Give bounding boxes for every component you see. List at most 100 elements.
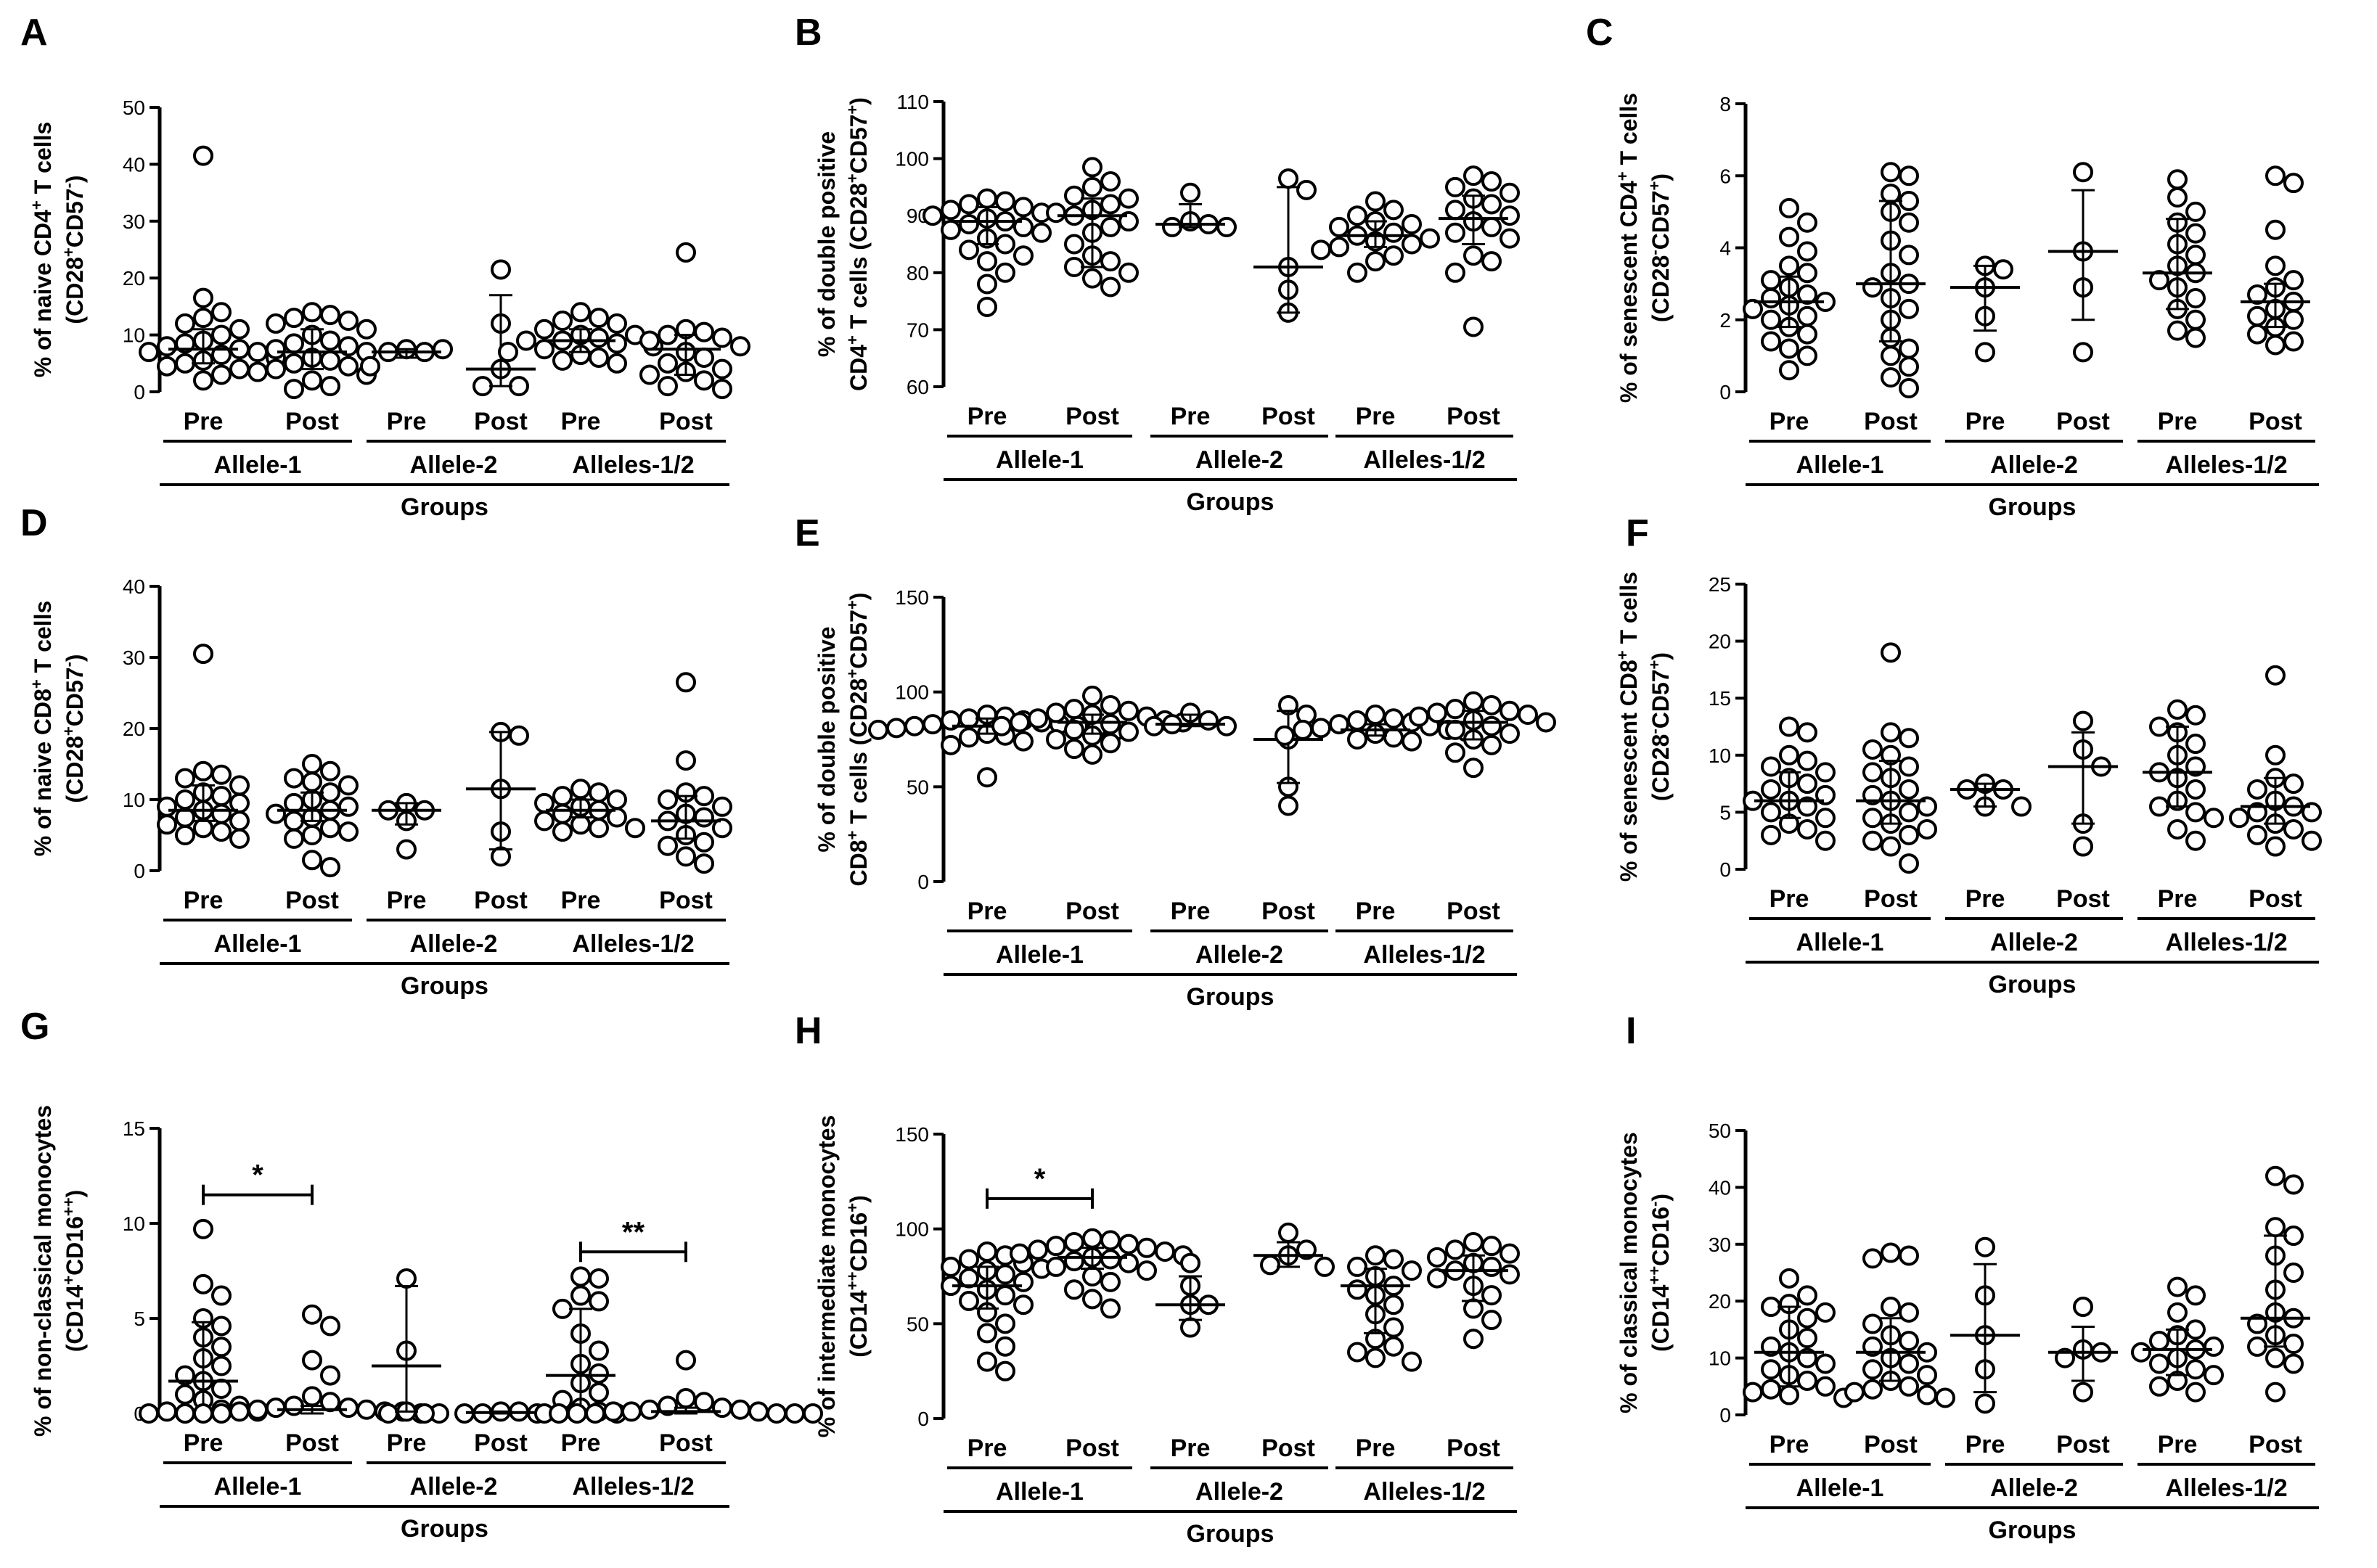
y-tick-label: 150 [895,1123,929,1146]
data-point [2185,1319,2206,1340]
y-tick-label: 80 [907,262,929,284]
data-point [2229,808,2249,829]
data-point [995,1285,1015,1306]
group-label: Allele-1 [214,930,302,958]
data-point [1383,708,1404,729]
data-point [730,1399,750,1420]
data-point [676,1350,696,1371]
data-point [1815,762,1836,783]
data-point [509,376,529,397]
data-point [2149,1353,2169,1374]
x-tick-label: Post [285,408,339,435]
data-point [1500,228,1520,249]
panel-h: H 0 50 100 150 % of intermediate monocytes (CD… [795,1010,1520,1548]
data-point [1216,715,1237,736]
data-point [977,767,997,788]
data-point [2247,1336,2267,1357]
y-axis-label: % of senescent CD8+ T cells(CD28-CD57+) [1613,572,1674,882]
data-point [1899,1331,1919,1352]
data-point [320,305,340,326]
y-tick-label: 10 [1709,744,1731,767]
y-axis-label-line: (CD28+CD57-) [60,654,89,803]
data-point [1899,356,1919,377]
data-point [570,1266,591,1287]
data-point [338,311,359,331]
data-point [175,353,195,374]
data-point [1761,309,1781,330]
data-point [552,350,573,371]
data-point [1402,234,1422,255]
data-point [1779,338,1799,359]
data-point [1409,706,1429,727]
data-point [2185,223,2206,244]
data-point [2185,705,2206,726]
data-point [1881,836,1901,857]
x-tick-label: Post [2249,408,2302,435]
data-point [175,768,195,789]
data-point [1899,245,1919,266]
data-point [1463,1329,1484,1350]
data-point [302,771,322,792]
data-point [320,350,340,371]
data-point [266,339,286,360]
data-point [2247,305,2267,327]
y-axis-label-line: (CD28-CD57+) [1645,652,1674,801]
data-point [1975,342,1995,363]
x-tick-label: Pre [561,1429,601,1457]
x-tick-label: Post [1864,885,1918,913]
data-point [1779,255,1799,276]
data-point [2247,324,2267,345]
x-tick-label: Pre [967,898,1007,925]
data-point [193,760,213,781]
data-point [607,353,627,374]
data-point [1314,1256,1335,1277]
label-text: (CD28 [62,257,88,324]
group-label: Allele-1 [996,941,1084,969]
y-tick-label: 150 [895,586,929,609]
x-tick-label: Pre [387,1429,427,1457]
data-point [266,803,286,824]
data-point [2283,331,2304,352]
data-point [1881,184,1901,205]
x-tick-label: Post [285,887,339,914]
data-point [589,1291,609,1312]
y-axis-label-line: % of naive CD8+ T cells [28,601,57,857]
data-point [1797,1370,1817,1391]
data-point [1402,1351,1422,1372]
data-point [1445,200,1465,221]
data-point [1761,270,1781,291]
x-tick-label: Pre [2158,1431,2198,1458]
label-text: T cells [1616,572,1642,651]
data-point [378,1403,398,1424]
data-point [676,846,696,867]
data-point [694,807,714,828]
data-point [959,213,979,234]
data-point [1082,1228,1102,1249]
superscript: - [1645,250,1664,255]
y-tick-label: 25 [1709,573,1731,596]
data-point [570,302,591,323]
data-point [1797,750,1817,771]
data-point [320,760,340,781]
data-point [1500,723,1520,744]
data-point [694,347,714,368]
y-axis-label-line: (CD28-CD57+) [1645,173,1674,322]
series-allele-1-pre: Pre [157,644,250,914]
data-point [1064,739,1084,760]
data-point [1427,1268,1447,1289]
y-tick-label: 30 [123,210,145,233]
data-point [2073,1382,2093,1403]
data-point [338,775,359,796]
y-axis-label-line: % of senescent CD4+ T cells [1613,93,1642,403]
data-point [1198,710,1219,731]
label-text: % of classical monocytes [1616,1132,1642,1413]
superscript: + [60,1276,78,1285]
data-point [552,311,573,331]
x-tick-label: Post [2056,1431,2110,1458]
panel-g: G051015% of non-classical monocytes(CD14… [20,1006,823,1543]
data-point [1761,1297,1781,1318]
data-point [2167,1276,2188,1297]
data-point [229,1401,250,1422]
